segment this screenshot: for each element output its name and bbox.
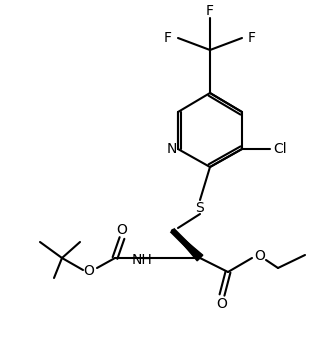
Text: O: O <box>84 264 94 278</box>
Text: F: F <box>164 31 172 45</box>
Polygon shape <box>172 230 203 261</box>
Text: O: O <box>217 297 227 311</box>
Text: NH: NH <box>131 253 152 267</box>
Text: F: F <box>248 31 256 45</box>
Text: S: S <box>196 201 204 215</box>
Text: F: F <box>206 4 214 18</box>
Text: O: O <box>116 223 127 237</box>
Text: O: O <box>255 249 265 263</box>
Text: N: N <box>167 142 177 156</box>
Text: Cl: Cl <box>273 142 287 156</box>
